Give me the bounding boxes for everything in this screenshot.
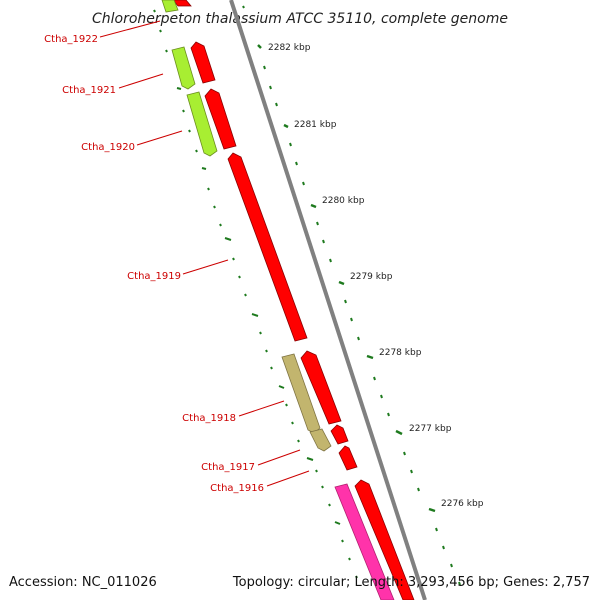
major-tick [257, 44, 262, 49]
inner-tick-track [153, 9, 358, 579]
accession-label: Accession: NC_011026 [9, 575, 157, 590]
label-leader-lines [99, 20, 310, 487]
gene-labels: Ctha_1922 Ctha_1921 Ctha_1920 Ctha_1919 … [44, 34, 264, 494]
major-tick [366, 354, 374, 360]
major-tick [395, 429, 403, 436]
outer-scale-ticks [242, 5, 461, 586]
major-tick [338, 280, 345, 286]
gene-label[interactable]: Ctha_1922 [44, 34, 98, 45]
forward-strand-genes [172, 0, 415, 600]
gene-feature[interactable] [161, 0, 179, 13]
major-tick [428, 507, 436, 513]
gene-label[interactable]: Ctha_1920 [81, 142, 135, 153]
scale-label: 2277 kbp [409, 424, 452, 434]
gene-feature[interactable] [227, 152, 308, 342]
gene-feature[interactable] [300, 350, 342, 425]
backbone-line [229, 0, 427, 600]
scale-label: 2280 kbp [322, 196, 365, 206]
map-title: Chloroherpeton thalassium ATCC 35110, co… [92, 11, 508, 27]
gene-feature[interactable] [354, 479, 415, 600]
gene-label[interactable]: Ctha_1916 [210, 483, 264, 494]
gene-feature[interactable] [186, 91, 218, 157]
gene-feature[interactable] [204, 88, 237, 150]
gene-label[interactable]: Ctha_1918 [182, 413, 236, 424]
gene-feature[interactable] [171, 46, 196, 90]
major-tick [310, 203, 317, 209]
major-tick [283, 123, 289, 129]
gene-feature[interactable] [338, 445, 358, 471]
scale-label: 2279 kbp [350, 272, 393, 282]
gene-feature[interactable] [172, 0, 192, 7]
scale-label: 2282 kbp [268, 43, 311, 53]
backbone [229, 0, 427, 600]
topology-label: Topology: circular; Length: 3,293,456 bp… [232, 575, 590, 590]
gene-label[interactable]: Ctha_1917 [201, 462, 255, 473]
gene-label[interactable]: Ctha_1921 [62, 85, 116, 96]
scale-labels: 2282 kbp 2281 kbp 2280 kbp 2279 kbp 2278… [268, 43, 484, 509]
gene-feature[interactable] [190, 41, 216, 84]
gene-feature[interactable] [330, 424, 349, 445]
scale-label: 2278 kbp [379, 348, 422, 358]
gene-feature[interactable] [309, 428, 332, 452]
scale-label: 2276 kbp [441, 499, 484, 509]
reverse-strand-genes [161, 0, 395, 600]
scale-label: 2281 kbp [294, 120, 337, 130]
gene-feature[interactable] [334, 483, 395, 600]
gene-label[interactable]: Ctha_1919 [127, 271, 181, 282]
